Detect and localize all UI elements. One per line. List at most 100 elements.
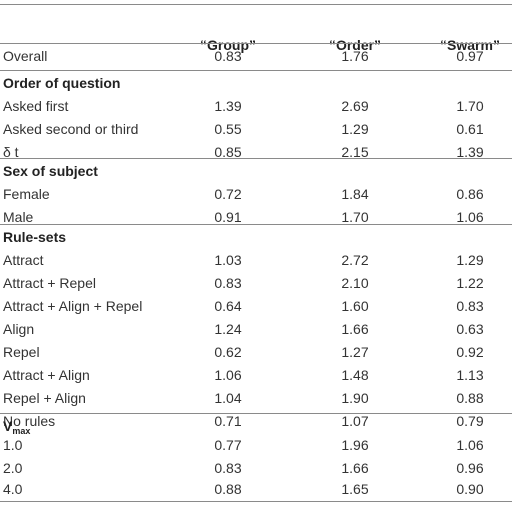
cell-order: 2.72 [341,252,369,268]
section-rule [0,158,512,159]
cell-swarm: 1.06 [456,209,484,225]
header-order: “Order” [328,37,382,53]
cell-order: 1.76 [341,48,369,64]
section-rule [0,224,512,225]
table-row: 1.0 0.77 1.96 1.06 [0,434,512,457]
cell-swarm: 1.22 [456,275,484,291]
cell-group: 0.55 [214,121,242,137]
section-heading-order-of-question: Order of question [0,72,512,95]
section-heading-sex-of-subject: Sex of subject [0,160,512,183]
header-swarm: “Swarm” [440,37,500,53]
cell-swarm: 0.61 [456,121,484,137]
cell-group: 0.83 [214,275,242,291]
cell-order: 1.84 [341,186,369,202]
table-bottom-rule [0,501,512,502]
table-row-overall: Overall 0.83 1.76 0.97 [0,45,512,68]
cell-group: 0.77 [214,437,242,453]
cell-order: 1.65 [341,481,369,497]
table-row: Attract + Align 1.06 1.48 1.13 [0,364,512,387]
table-top-rule [0,4,512,5]
table-row: δ t 0.85 2.15 1.39 [0,141,512,164]
cell-group: 0.83 [214,460,242,476]
table-row: Align 1.24 1.66 0.63 [0,318,512,341]
row-label: Align [3,321,35,337]
section-title-main: V [3,418,13,434]
section-title: Rule-sets [3,229,67,245]
table-row: Repel 0.62 1.27 0.92 [0,341,512,364]
cell-group: 0.88 [214,481,242,497]
cell-order: 1.90 [341,390,369,406]
row-label: δ t [3,144,19,160]
table-row: Attract + Align + Repel 0.64 1.60 0.83 [0,295,512,318]
row-label: Asked second or third [3,121,139,137]
table-row: 4.0 0.88 1.65 0.90 [0,478,512,501]
section-title: Sex of subject [3,163,98,179]
cell-swarm: 0.86 [456,186,484,202]
cell-order: 2.15 [341,144,369,160]
cell-swarm: 1.13 [456,367,484,383]
cell-swarm: 1.70 [456,98,484,114]
cell-order: 1.70 [341,209,369,225]
cell-swarm: 0.83 [456,298,484,314]
cell-order: 1.96 [341,437,369,453]
table-row: 2.0 0.83 1.66 0.96 [0,457,512,480]
cell-swarm: 0.88 [456,390,484,406]
cell-swarm: 0.92 [456,344,484,360]
row-label: Attract + Repel [3,275,96,291]
table-row: Asked first 1.39 2.69 1.70 [0,95,512,118]
table-row: Asked second or third 0.55 1.29 0.61 [0,118,512,141]
row-label: Attract [3,252,44,268]
cell-group: 0.83 [214,48,242,64]
cell-group: 1.04 [214,390,242,406]
cell-order: 1.27 [341,344,369,360]
cell-group: 0.91 [214,209,242,225]
row-label: Asked first [3,98,69,114]
cell-group: 1.24 [214,321,242,337]
cell-order: 1.07 [341,413,369,429]
row-label: 2.0 [3,460,23,476]
row-label: Male [3,209,34,225]
cell-group: 0.85 [214,144,242,160]
cell-group: 0.72 [214,186,242,202]
row-label: Overall [3,48,48,64]
cell-order: 1.66 [341,321,369,337]
cell-group: 1.06 [214,367,242,383]
cell-swarm: 0.90 [456,481,484,497]
cell-swarm: 1.39 [456,144,484,160]
section-heading-rule-sets: Rule-sets [0,226,512,249]
row-label: Repel + Align [3,390,86,406]
cell-order: 2.10 [341,275,369,291]
section-rule [0,70,512,71]
cell-swarm: 0.97 [456,48,484,64]
section-title: Order of question [3,75,121,91]
header-rule [0,43,512,44]
row-label: Repel [3,344,40,360]
table-row: Attract 1.03 2.72 1.29 [0,249,512,272]
cell-swarm: 1.06 [456,437,484,453]
cell-order: 1.48 [341,367,369,383]
cell-group: 1.03 [214,252,242,268]
section-heading-vmax: Vmax [0,415,512,438]
table-row: No rules 0.71 1.07 0.79 [0,410,512,433]
cell-group: 0.71 [214,413,242,429]
cell-swarm: 0.79 [456,413,484,429]
row-label: 1.0 [3,437,23,453]
cell-group: 0.64 [214,298,242,314]
table-row: Male 0.91 1.70 1.06 [0,206,512,229]
table-header-row: “Group” “Order” “Swarm” [0,34,512,57]
section-rule [0,413,512,414]
cell-group: 0.62 [214,344,242,360]
cell-order: 1.29 [341,121,369,137]
section-title: Vmax [3,415,30,443]
row-label: Attract + Align + Repel [3,298,143,314]
table-row: Attract + Repel 0.83 2.10 1.22 [0,272,512,295]
row-label: No rules [3,413,56,429]
cell-order: 1.60 [341,298,369,314]
cell-swarm: 1.29 [456,252,484,268]
header-group: “Group” [200,37,256,53]
row-label: Attract + Align [3,367,90,383]
row-label: Female [3,186,50,202]
cell-swarm: 0.96 [456,460,484,476]
cell-order: 2.69 [341,98,369,114]
